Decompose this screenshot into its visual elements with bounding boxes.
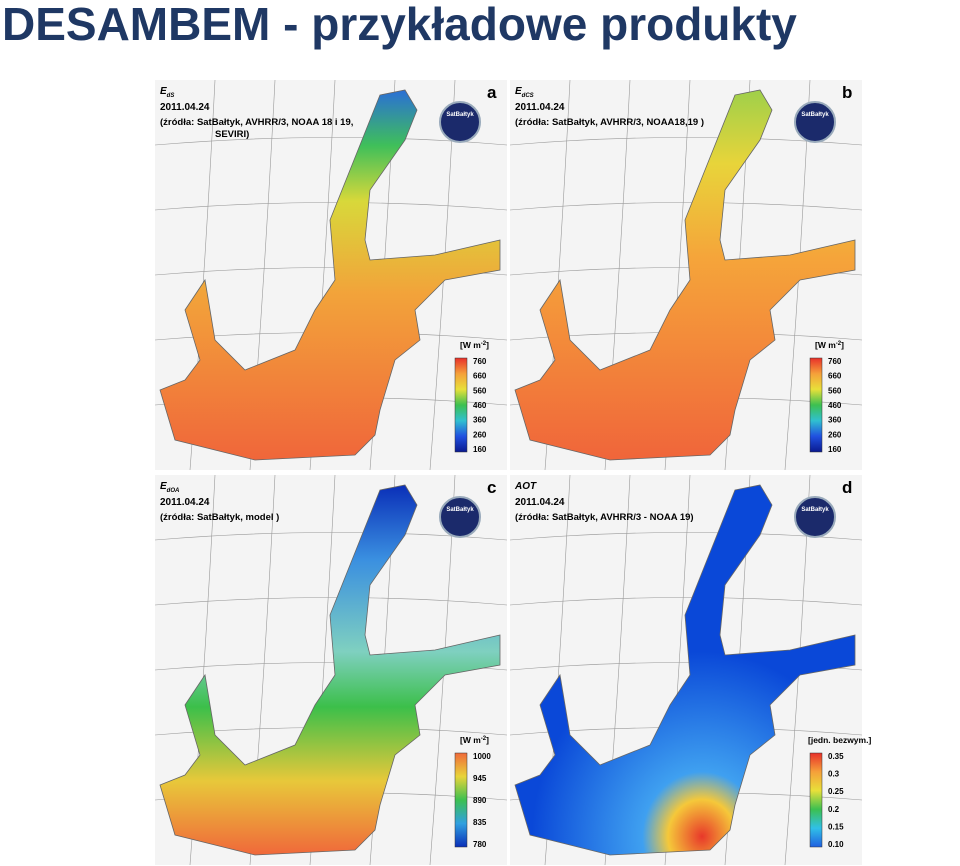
source: (źródła: SatBałtyk, AVHRR/3, NOAA18,19 ) [515, 117, 704, 128]
unit-superscript: -2 [481, 736, 487, 742]
map-panel: EdCS 2011.04.24 (źródła: SatBałtyk, AVHRR/… [509, 79, 863, 471]
legend-unit: [jedn. bezwym.] [808, 735, 871, 745]
graticule [154, 202, 508, 211]
map-panel: EdS 2011.04.24 (źródła: SatBałtyk, AVHRR/3… [154, 79, 508, 471]
colorbar-tick-label: 835 [473, 818, 487, 827]
colorbar-tick-label: 660 [473, 372, 487, 381]
product-symbol: EdCS [515, 86, 534, 99]
colorbar-tick-label: 260 [828, 430, 842, 439]
logo [439, 496, 481, 538]
symbol: E [160, 481, 167, 492]
colorbar-tick-label: 0.10 [828, 840, 844, 849]
colorbar-tick-label: 360 [828, 416, 842, 425]
unit-superscript: -2 [836, 341, 842, 347]
unit: [jedn. bezwym.] [808, 735, 871, 745]
sea-area [159, 89, 501, 461]
logo-text: SatBałtyk [446, 112, 474, 118]
colorbar-tick-label: 780 [473, 840, 487, 849]
symbol: E [515, 86, 522, 97]
colorbar-tick-label: 460 [828, 401, 842, 410]
graticule [509, 597, 863, 606]
symbol: E [160, 86, 167, 97]
subscript: dCS [522, 93, 534, 99]
panel-letter: c [487, 478, 496, 497]
legend-unit: [W m-2] [460, 735, 489, 745]
logo [794, 101, 836, 143]
date: 2011.04.24 [515, 497, 565, 508]
unit-end: ] [486, 735, 489, 745]
unit: [W m [460, 735, 481, 745]
colorbar-tick-label: 760 [473, 357, 487, 366]
colorbar-tick-label: 890 [473, 796, 487, 805]
date: 2011.04.24 [160, 497, 210, 508]
colorbar-tick-label: 560 [473, 386, 487, 395]
date: 2011.04.24 [515, 102, 565, 113]
colorbar-tick-label: 945 [473, 774, 487, 783]
sea-area [159, 484, 501, 856]
subscript: dS [167, 93, 175, 99]
colorbar [809, 752, 823, 848]
colorbar-tick-label: 160 [473, 445, 487, 454]
unit-superscript: -2 [481, 341, 487, 347]
colorbar-tick-label: 760 [828, 357, 842, 366]
logo [794, 496, 836, 538]
date: 2011.04.24 [160, 102, 210, 113]
graticule [509, 202, 863, 211]
colorbar-tick-label: 260 [473, 430, 487, 439]
source: (źródła: SatBałtyk, AVHRR/3, NOAA 18 i 1… [160, 117, 353, 128]
panel-letter: d [842, 478, 852, 497]
colorbar-tick-label: 0.35 [828, 752, 844, 761]
graticule [154, 597, 508, 606]
logo-text: SatBałtyk [801, 112, 829, 118]
colorbar-tick-label: 0.15 [828, 822, 844, 831]
colorbar-tick-label: 0.2 [828, 805, 840, 814]
panel-letter: b [842, 83, 852, 102]
logo [439, 101, 481, 143]
colorbar [809, 357, 823, 453]
colorbar-tick-label: 460 [473, 401, 487, 410]
unit: [W m [460, 340, 481, 350]
colorbar-tick-label: 0.25 [828, 787, 844, 796]
colorbar-tick-label: 1000 [473, 752, 491, 761]
colorbar-tick-label: 660 [828, 372, 842, 381]
product-symbol: EdS [160, 86, 174, 99]
unit-end: ] [486, 340, 489, 350]
sea-area [514, 89, 856, 461]
colorbar [454, 752, 468, 848]
logo-text: SatBałtyk [446, 507, 474, 513]
subscript: dOA [167, 488, 180, 494]
legend-unit: [W m-2] [815, 340, 844, 350]
product-symbol: EdOA [160, 481, 179, 494]
colorbar-tick-label: 560 [828, 386, 842, 395]
source: (źródła: SatBałtyk, model ) [160, 512, 279, 523]
sea-area [514, 484, 856, 856]
colorbar-tick-label: 0.3 [828, 770, 840, 779]
unit-end: ] [841, 340, 844, 350]
colorbar-tick-label: 360 [473, 416, 487, 425]
panel-letter: a [487, 83, 497, 102]
source: (źródła: SatBałtyk, AVHRR/3 - NOAA 19) [515, 512, 694, 523]
unit: [W m [815, 340, 836, 350]
slide-title: DESAMBEM - przykładowe produkty [2, 0, 797, 50]
colorbar-tick-label: 160 [828, 445, 842, 454]
symbol: AOT [514, 481, 537, 492]
map-panel: AOT 2011.04.24 (źródła: SatBałtyk, AVHRR/3… [509, 474, 871, 866]
colorbar [454, 357, 468, 453]
legend-unit: [W m-2] [460, 340, 489, 350]
logo-text: SatBałtyk [801, 507, 829, 513]
map-panel: EdOA 2011.04.24 (źródła: SatBałtyk, model … [154, 474, 508, 866]
source: SEVIRI) [215, 129, 249, 140]
product-symbol: AOT [514, 481, 537, 492]
